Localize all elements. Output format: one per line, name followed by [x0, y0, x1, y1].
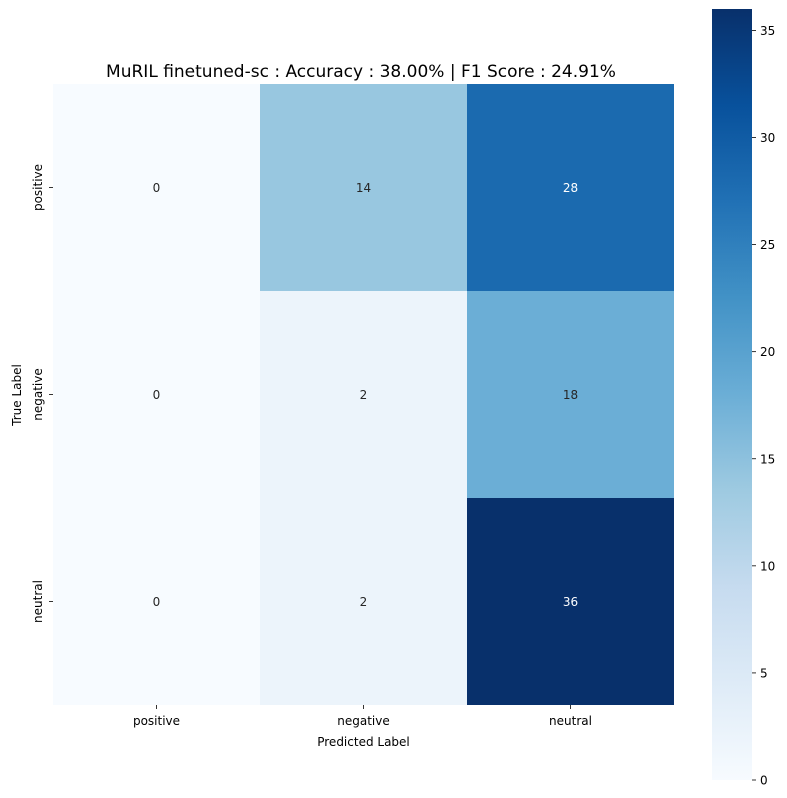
colorbar-tick-label: 35 [760, 24, 775, 38]
x-tick-label: neutral [549, 714, 592, 728]
colorbar-tick-label: 25 [760, 238, 775, 252]
heatmap-cell [467, 291, 674, 498]
cell-value-label: 0 [153, 595, 161, 609]
colorbar-tick-label: 0 [760, 774, 768, 788]
cell-value-label: 2 [360, 388, 368, 402]
colorbar-tick-label: 20 [760, 345, 775, 359]
cell-value-label: 2 [360, 595, 368, 609]
y-axis-ticks: positive negative neutral [31, 164, 53, 623]
heatmap-cell [53, 498, 260, 705]
heatmap-cell [53, 84, 260, 291]
colorbar-ticks: 0 5 10 15 20 25 30 35 [752, 24, 775, 788]
colorbar-tick-label: 30 [760, 131, 775, 145]
colorbar-tick-label: 5 [760, 666, 768, 680]
cell-value-label: 18 [563, 388, 578, 402]
x-axis-ticks: positive negative neutral [133, 705, 592, 728]
colorbar [712, 9, 752, 780]
chart-title: MuRIL finetuned-sc : Accuracy : 38.00% |… [106, 62, 616, 82]
x-tick-label: positive [133, 714, 180, 728]
heatmap-cell [53, 291, 260, 498]
cell-value-label: 0 [153, 181, 161, 195]
colorbar-tick-label: 15 [760, 452, 775, 466]
cell-value-label: 0 [153, 388, 161, 402]
cell-value-label: 28 [563, 181, 578, 195]
y-axis-label: True Label [10, 364, 24, 427]
y-tick-label: neutral [31, 580, 45, 623]
heatmap-cells [53, 84, 674, 705]
heatmap-cell [467, 84, 674, 291]
x-axis-label: Predicted Label [317, 735, 410, 749]
y-tick-label: negative [31, 368, 45, 420]
x-tick-label: negative [337, 714, 389, 728]
cell-value-label: 14 [356, 181, 371, 195]
heatmap-cell [260, 84, 467, 291]
colorbar-tick-label: 10 [760, 559, 775, 573]
y-tick-label: positive [31, 164, 45, 211]
heatmap-cell-labels: 0 14 28 0 2 18 0 2 36 [153, 181, 578, 609]
cell-value-label: 36 [563, 595, 578, 609]
heatmap-cell [260, 291, 467, 498]
heatmap-cell [260, 498, 467, 705]
heatmap-cell [467, 498, 674, 705]
